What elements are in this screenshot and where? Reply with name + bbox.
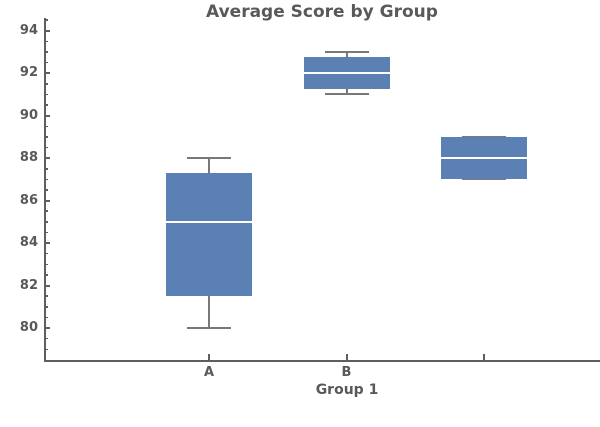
box <box>166 173 252 297</box>
y-minor-tick <box>44 348 48 350</box>
y-tick <box>44 157 50 160</box>
x-axis-label: Group 1 <box>315 382 379 398</box>
y-minor-tick <box>44 168 48 170</box>
y-minor-tick <box>44 189 48 191</box>
y-minor-tick <box>44 146 48 149</box>
y-tick-label: 82 <box>19 277 38 293</box>
y-minor-tick <box>44 61 48 64</box>
y-minor-tick <box>44 337 48 340</box>
y-minor-tick <box>44 221 48 223</box>
whisker-cap <box>187 157 231 160</box>
whisker-cap <box>187 327 231 330</box>
x-tick-label: B <box>341 365 352 380</box>
y-minor-tick <box>44 125 48 128</box>
y-minor-tick <box>44 306 48 308</box>
whisker-line <box>345 51 348 58</box>
y-tick <box>44 72 50 75</box>
y-tick-label: 84 <box>19 235 38 251</box>
x-tick <box>345 354 348 362</box>
x-tick <box>483 354 485 362</box>
y-minor-tick <box>44 295 48 297</box>
median-line <box>441 156 527 160</box>
y-tick <box>44 327 50 330</box>
whisker-line <box>345 89 348 95</box>
y-tick <box>44 114 50 117</box>
median-line <box>303 71 390 75</box>
y-tick-label: 92 <box>19 65 38 81</box>
y-tick <box>44 284 50 287</box>
x-axis-spine <box>44 360 600 362</box>
y-minor-tick <box>44 104 48 106</box>
x-tick-label: A <box>203 365 215 380</box>
y-tick-label: 80 <box>19 320 38 336</box>
y-minor-tick <box>44 316 48 319</box>
x-tick <box>208 354 210 362</box>
y-minor-tick <box>44 178 48 181</box>
y-tick <box>44 29 50 32</box>
y-minor-tick <box>44 19 48 21</box>
y-minor-tick <box>44 93 48 96</box>
y-minor-tick <box>44 231 48 234</box>
y-minor-tick <box>44 252 48 255</box>
y-tick-label: 90 <box>19 107 38 123</box>
whisker-line <box>208 158 210 173</box>
y-minor-tick <box>44 263 48 266</box>
whisker-line <box>208 296 210 329</box>
y-tick <box>44 242 50 245</box>
y-minor-tick <box>44 136 48 138</box>
y-minor-tick <box>44 51 48 53</box>
y-tick-label: 88 <box>19 150 38 166</box>
whisker-cap <box>462 178 506 181</box>
y-tick-label: 86 <box>19 192 38 208</box>
y-tick-label: 94 <box>19 22 38 38</box>
y-minor-tick <box>44 83 48 85</box>
whisker-cap <box>324 50 369 53</box>
y-minor-tick <box>44 274 48 276</box>
y-tick <box>44 199 50 202</box>
y-minor-tick <box>44 210 48 212</box>
chart-title: Average Score by Group <box>206 2 438 22</box>
y-minor-tick <box>44 40 48 43</box>
whisker-cap <box>324 93 369 96</box>
median-line <box>166 220 252 224</box>
